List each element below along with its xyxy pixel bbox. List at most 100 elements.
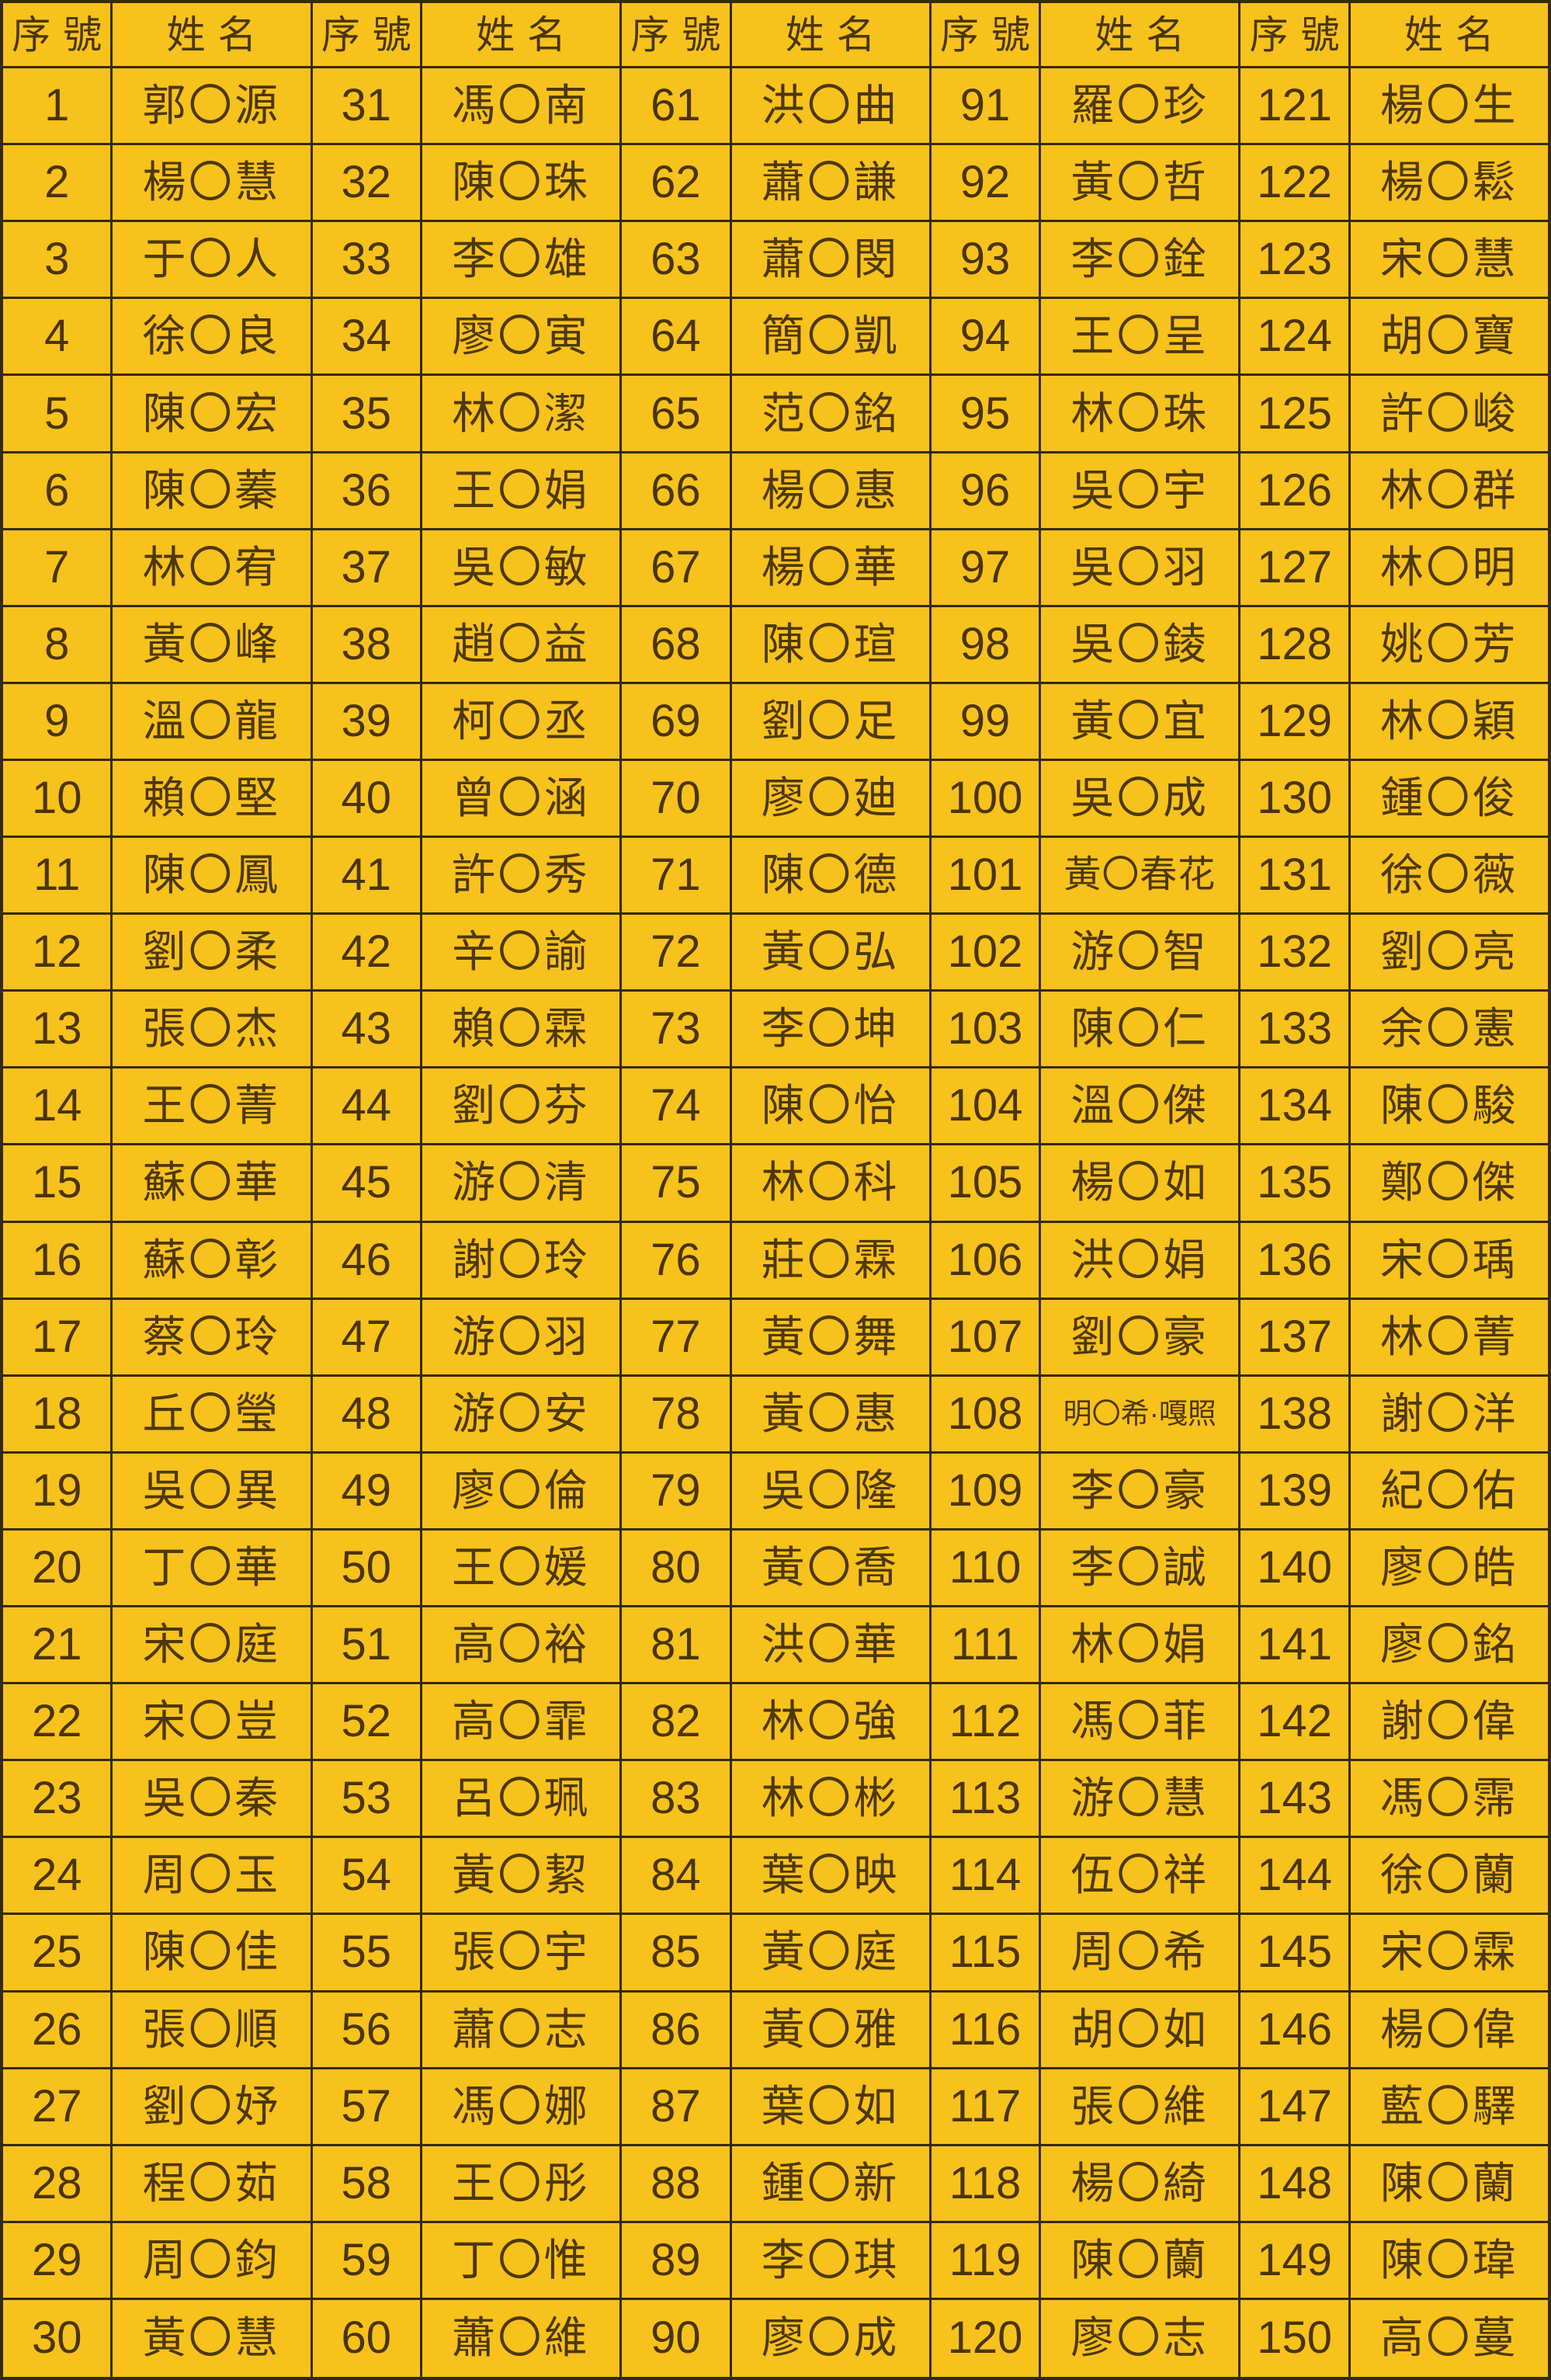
serial-cell: 18 xyxy=(3,1376,113,1454)
serial-cell: 147 xyxy=(1240,2069,1351,2146)
name-cell: 許〇秀 xyxy=(422,838,620,916)
serial-cell: 91 xyxy=(931,68,1042,146)
serial-cell: 4 xyxy=(3,299,113,377)
serial-cell: 148 xyxy=(1240,2145,1351,2223)
name-cell: 黃〇舞 xyxy=(731,1300,929,1377)
name-cell: 陳〇仁 xyxy=(1041,992,1239,1069)
name-cell: 蕭〇謙 xyxy=(731,145,929,223)
serial-cell: 57 xyxy=(312,2069,423,2146)
name-cell: 林〇珠 xyxy=(1041,376,1239,453)
serial-cell: 105 xyxy=(931,1145,1042,1223)
roster-column-group-3: 序號 姓名 61 洪〇曲 62 蕭〇謙 63 蕭〇閔 64 簡〇凱 65 范〇銘 66 楊〇惠 67 楊〇… xyxy=(622,3,932,2377)
serial-cell: 106 xyxy=(931,1222,1042,1300)
serial-cell: 150 xyxy=(1240,2299,1351,2377)
name-cell: 楊〇偉 xyxy=(1350,1993,1548,2069)
serial-cell: 88 xyxy=(622,2145,732,2223)
name-cell: 宋〇豈 xyxy=(113,1684,311,1762)
serial-cell: 124 xyxy=(1240,299,1351,377)
serial-cell: 11 xyxy=(3,838,113,916)
name-cell: 黃〇喬 xyxy=(731,1530,929,1608)
name-cell: 吳〇隆 xyxy=(731,1454,929,1530)
name-cell: 賴〇霖 xyxy=(422,992,620,1069)
name-cell: 柯〇丞 xyxy=(422,684,620,761)
name-cell: 張〇杰 xyxy=(113,992,311,1069)
serial-cell: 146 xyxy=(1240,1992,1351,2069)
serial-cell: 141 xyxy=(1240,1607,1351,1685)
serial-cell: 22 xyxy=(3,1684,113,1762)
name-cell: 廖〇銘 xyxy=(1350,1607,1548,1685)
name-cell: 徐〇蘭 xyxy=(1350,1838,1548,1916)
name-cell: 謝〇洋 xyxy=(1350,1377,1548,1454)
name-cell: 林〇潔 xyxy=(422,376,620,453)
name-cell: 簡〇凱 xyxy=(731,299,929,377)
serial-cell: 45 xyxy=(312,1145,423,1223)
serial-cell: 43 xyxy=(312,992,423,1069)
serial-cell: 136 xyxy=(1240,1222,1351,1300)
name-cell: 蕭〇志 xyxy=(422,1993,620,2069)
serial-cell: 76 xyxy=(622,1222,732,1300)
name-cell: 游〇羽 xyxy=(422,1300,620,1377)
name-cell: 黃〇惠 xyxy=(731,1377,929,1454)
name-cell: 王〇呈 xyxy=(1041,299,1239,377)
serial-cell: 131 xyxy=(1240,838,1351,916)
serial-cell: 117 xyxy=(931,2069,1042,2146)
serial-cell: 122 xyxy=(1240,145,1351,223)
name-cell: 胡〇寶 xyxy=(1350,299,1548,377)
name-cell: 馮〇娜 xyxy=(422,2069,620,2146)
name-cell: 蘇〇華 xyxy=(113,1145,311,1223)
name-cell: 郭〇源 xyxy=(113,68,311,146)
serial-cell: 90 xyxy=(622,2299,732,2377)
name-cell: 劉〇柔 xyxy=(113,915,311,992)
name-cell: 陳〇珠 xyxy=(422,145,620,223)
serial-cell: 108 xyxy=(931,1376,1042,1454)
name-cell: 吳〇羽 xyxy=(1041,530,1239,607)
name-cell: 劉〇芬 xyxy=(422,1068,620,1146)
roster-column-group-5: 序號 姓名 121 楊〇生 122 楊〇鬆 123 宋〇慧 124 胡〇寶 125 許〇峻 126 林… xyxy=(1240,3,1548,2377)
name-cell: 李〇誠 xyxy=(1041,1530,1239,1608)
serial-cell: 120 xyxy=(932,2299,1042,2377)
name-cell: 洪〇曲 xyxy=(731,68,929,146)
name-cell: 林〇群 xyxy=(1350,453,1548,530)
name-cell: 廖〇寅 xyxy=(422,299,620,377)
serial-cell: 66 xyxy=(622,453,732,530)
roster-column-group-4: 序號 姓名 91 羅〇珍 92 黃〇哲 93 李〇銓 94 王〇呈 95 林〇珠 96 吳〇宇 97 吳〇… xyxy=(931,3,1241,2377)
name-cell: 吳〇秦 xyxy=(113,1761,311,1839)
serial-cell: 130 xyxy=(1240,760,1351,839)
serial-cell: 99 xyxy=(931,683,1042,761)
serial-cell: 32 xyxy=(312,145,423,223)
serial-cell: 54 xyxy=(312,1838,423,1916)
name-cell: 程〇茹 xyxy=(113,2146,311,2223)
name-header-cell: 姓名 xyxy=(731,3,929,69)
name-cell: 李〇銓 xyxy=(1041,222,1239,300)
name-cell: 鍾〇新 xyxy=(731,2146,929,2223)
serial-header-cell: 序號 xyxy=(1240,3,1351,69)
serial-cell: 42 xyxy=(312,915,423,992)
name-cell: 余〇憲 xyxy=(1350,992,1548,1069)
serial-cell: 26 xyxy=(3,1992,113,2069)
serial-cell: 101 xyxy=(931,838,1042,916)
serial-cell: 135 xyxy=(1240,1145,1351,1223)
serial-cell: 71 xyxy=(622,838,732,916)
serial-cell: 109 xyxy=(931,1453,1042,1530)
serial-cell: 137 xyxy=(1240,1299,1351,1377)
serial-cell: 113 xyxy=(931,1761,1042,1839)
serial-cell: 5 xyxy=(3,376,113,453)
name-cell: 楊〇華 xyxy=(731,530,929,607)
serial-cell: 126 xyxy=(1240,453,1351,530)
serial-cell: 35 xyxy=(312,376,423,453)
serial-cell: 98 xyxy=(931,606,1042,684)
name-cell: 林〇彬 xyxy=(731,1761,929,1839)
name-cell: 許〇峻 xyxy=(1350,376,1548,453)
name-cell: 曾〇涵 xyxy=(422,761,620,839)
serial-cell: 121 xyxy=(1240,68,1351,146)
name-cell: 林〇強 xyxy=(731,1684,929,1762)
serial-cell: 129 xyxy=(1240,683,1351,761)
serial-cell: 55 xyxy=(312,1915,423,1993)
serial-cell: 80 xyxy=(622,1530,732,1608)
serial-cell: 82 xyxy=(622,1684,732,1762)
name-header-cell: 姓名 xyxy=(1041,3,1239,69)
serial-cell: 37 xyxy=(312,530,423,607)
name-cell: 宋〇霖 xyxy=(1350,1915,1548,1993)
serial-cell: 132 xyxy=(1240,915,1351,992)
name-cell: 黃〇春花 xyxy=(1041,838,1239,916)
